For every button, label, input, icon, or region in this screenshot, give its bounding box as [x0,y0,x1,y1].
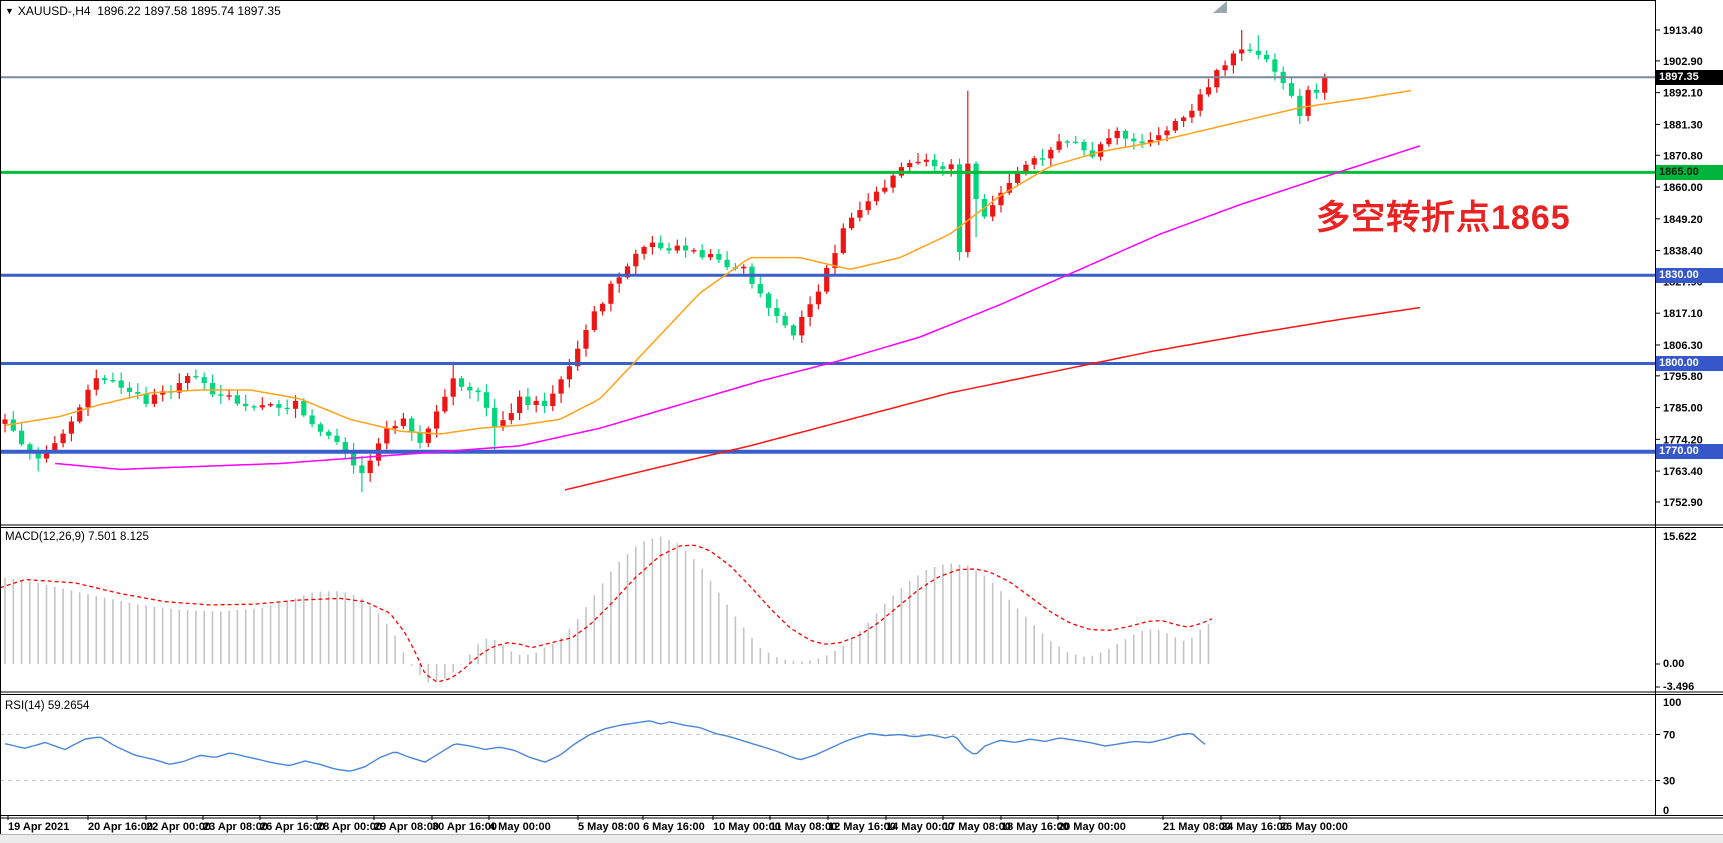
time-tick-label: 21 May 08:00 [1163,821,1231,833]
fast-ma-line [5,89,1412,435]
time-tick-label: 30 Apr 16:00 [432,821,497,833]
price-badge-1830.00: 1830.00 [1656,267,1723,283]
time-tick-label: 22 Apr 00:00 [146,821,211,833]
middle-ma-line [54,145,1421,471]
rsi-line [4,720,1206,772]
price-tick-label: 1785.00 [1663,403,1703,415]
time-tick-label: 5 May 08:00 [578,821,640,833]
price-tick-label: 1860.00 [1663,182,1703,194]
price-tick-label: 1902.90 [1663,56,1703,68]
price-tick-label: 1892.10 [1663,88,1703,100]
macd-axis-label: 0.00 [1663,658,1684,670]
price-tick-label: 1817.10 [1663,308,1703,320]
time-tick-label: 20 May 00:00 [1058,821,1126,833]
price-tick-label: 1752.90 [1663,497,1703,509]
time-tick-label: 12 May 16:00 [828,821,896,833]
candlestick-series [2,30,1328,493]
chart-shift-marker-icon[interactable] [1213,1,1227,13]
price-tick-label: 1795.80 [1663,371,1703,383]
macd-indicator-label: MACD(12,26,9) 7.501 8.125 [5,531,149,543]
time-tick-label: 17 May 08:00 [943,821,1011,833]
price-tick-label: 1913.40 [1663,25,1703,37]
symbol-dropdown-icon[interactable]: ▼ [5,6,14,16]
time-tick-label: 10 May 00:00 [713,821,781,833]
chart-markers [1213,1,1227,13]
price-badge-1800.00: 1800.00 [1656,355,1723,371]
time-tick-label: 20 Apr 16:00 [88,821,153,833]
time-tick-label: 4 May 00:00 [489,821,551,833]
rsi-indicator-label: RSI(14) 59.2654 [5,700,90,712]
macd-signal-line [0,544,1213,683]
price-tick-label: 1849.20 [1663,214,1703,226]
time-tick-label: 23 Apr 08:00 [203,821,268,833]
price-badge-1865.00: 1865.00 [1656,164,1723,180]
time-tick-label: 29 Apr 08:00 [374,821,439,833]
rsi-axis-label: 30 [1663,776,1675,788]
rsi-panel: 100 70 30 0 [0,697,1681,817]
macd-axis-label: 15.622 [1663,531,1697,543]
time-tick-label: 24 May 16:00 [1221,821,1289,833]
price-tick-label: 1763.40 [1663,466,1703,478]
slow-ma-line [564,306,1421,491]
symbol-quote-text: XAUUSD-,H4 1896.22 1897.58 1895.74 1897.… [17,4,281,18]
price-tick-label: 1806.30 [1663,340,1703,352]
price-badge-1897.35: 1897.35 [1656,69,1723,85]
window-bottom-strip [0,834,1723,843]
annotation-text[interactable]: 多空转折点1865 [1316,199,1571,237]
price-tick-label: 1838.40 [1663,246,1703,258]
time-tick-label: 26 Apr 16:00 [260,821,325,833]
price-tick-label: 1881.30 [1663,119,1703,131]
rsi-axis-label: 70 [1663,730,1675,742]
time-tick-label: 26 May 00:00 [1280,821,1348,833]
time-tick-label: 18 May 16:00 [1001,821,1069,833]
price-badge-1770.00: 1770.00 [1656,444,1723,460]
symbol-header: ▼ XAUUSD-,H4 1896.22 1897.58 1895.74 1897… [5,4,281,18]
macd-axis-label: -3.496 [1663,681,1694,693]
rsi-axis-label: 0 [1663,805,1669,817]
macd-panel: 15.622 0.00 -3.496 [0,531,1697,693]
price-tick-label: 1870.80 [1663,150,1703,162]
time-tick-label: 6 May 16:00 [643,821,705,833]
time-tick-label: 11 May 08:00 [770,821,837,833]
rsi-axis-label: 100 [1663,697,1681,709]
time-tick-label: 19 Apr 2021 [8,821,69,833]
time-tick-label: 28 Apr 00:00 [317,821,382,833]
price-tick-label: 1774.20 [1663,434,1703,446]
time-tick-label: 14 May 00:00 [886,821,954,833]
